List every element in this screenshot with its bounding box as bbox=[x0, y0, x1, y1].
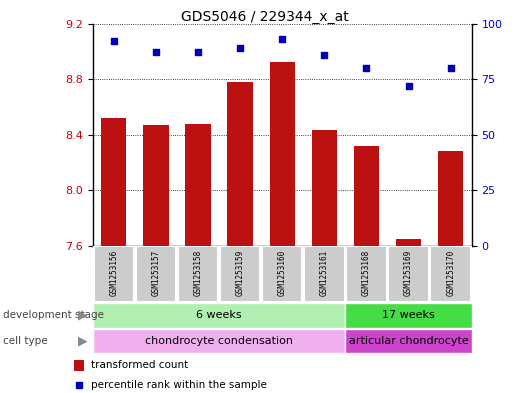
Point bbox=[278, 36, 286, 42]
Point bbox=[362, 65, 370, 71]
Text: ▶: ▶ bbox=[78, 334, 87, 347]
Text: articular chondrocyte: articular chondrocyte bbox=[349, 336, 469, 346]
Text: 17 weeks: 17 weeks bbox=[382, 310, 435, 320]
Bar bbox=[143, 125, 169, 246]
Bar bbox=[430, 246, 471, 302]
Bar bbox=[346, 303, 472, 328]
Point bbox=[404, 83, 413, 89]
Text: GDS5046 / 229344_x_at: GDS5046 / 229344_x_at bbox=[181, 10, 349, 24]
Text: GSM1253168: GSM1253168 bbox=[362, 250, 371, 296]
Text: GSM1253159: GSM1253159 bbox=[236, 250, 245, 296]
Bar bbox=[262, 246, 303, 302]
Bar bbox=[220, 246, 260, 302]
Bar bbox=[346, 246, 387, 302]
Bar bbox=[93, 303, 346, 328]
Text: cell type: cell type bbox=[3, 336, 47, 346]
Bar bbox=[346, 329, 472, 353]
Text: GSM1253157: GSM1253157 bbox=[152, 250, 161, 296]
Bar bbox=[74, 360, 84, 371]
Bar bbox=[101, 118, 127, 246]
Text: chondrocyte condensation: chondrocyte condensation bbox=[145, 336, 293, 346]
Text: 6 weeks: 6 weeks bbox=[196, 310, 242, 320]
Bar bbox=[270, 62, 295, 246]
Bar bbox=[388, 246, 429, 302]
Point bbox=[320, 51, 329, 58]
Text: GSM1253160: GSM1253160 bbox=[278, 250, 287, 296]
Bar bbox=[312, 130, 337, 246]
Text: GSM1253156: GSM1253156 bbox=[109, 250, 118, 296]
Bar bbox=[227, 82, 253, 246]
Point bbox=[152, 49, 160, 55]
Text: GSM1253169: GSM1253169 bbox=[404, 250, 413, 296]
Text: transformed count: transformed count bbox=[91, 360, 188, 371]
Bar bbox=[186, 123, 210, 246]
Point bbox=[446, 65, 455, 71]
Bar bbox=[396, 239, 421, 246]
Text: development stage: development stage bbox=[3, 310, 104, 320]
Text: GSM1253161: GSM1253161 bbox=[320, 250, 329, 296]
Bar bbox=[94, 246, 134, 302]
Bar bbox=[136, 246, 176, 302]
Point bbox=[194, 49, 202, 55]
Point bbox=[110, 38, 118, 44]
Point bbox=[236, 45, 244, 51]
Bar bbox=[438, 151, 463, 246]
Bar bbox=[354, 146, 379, 246]
Text: ▶: ▶ bbox=[78, 309, 87, 322]
Text: percentile rank within the sample: percentile rank within the sample bbox=[91, 380, 267, 390]
Bar bbox=[304, 246, 344, 302]
Text: GSM1253158: GSM1253158 bbox=[193, 250, 202, 296]
Bar bbox=[93, 329, 346, 353]
Text: GSM1253170: GSM1253170 bbox=[446, 250, 455, 296]
Bar bbox=[178, 246, 218, 302]
